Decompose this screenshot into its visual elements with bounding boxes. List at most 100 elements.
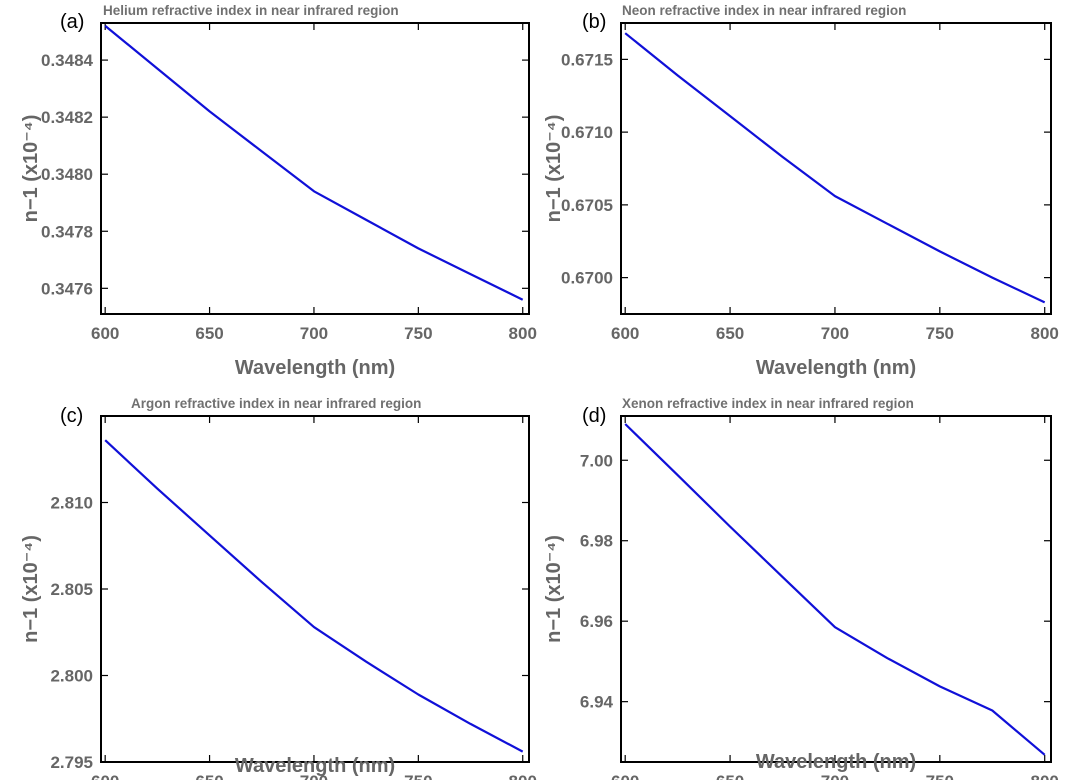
x-tick-label: 700 [300, 772, 328, 780]
data-point [522, 299, 524, 301]
y-tick-label: 0.3484 [41, 51, 94, 70]
y-tick-label: 2.795 [50, 753, 93, 772]
chart-title: Neon refractive index in near infrared r… [622, 3, 906, 18]
data-point [417, 247, 419, 249]
data-point [365, 219, 367, 221]
data-point [1044, 301, 1046, 303]
data-point [677, 474, 679, 476]
y-tick-label: 2.810 [50, 494, 93, 513]
data-point [624, 423, 626, 425]
plot-frame [100, 415, 530, 763]
series-line [104, 439, 524, 753]
data-point [522, 751, 524, 753]
data-point [104, 439, 106, 441]
y-tick-label: 0.6700 [561, 269, 613, 288]
y-tick-label: 7.00 [580, 451, 613, 470]
plot-frame [100, 22, 530, 315]
series-line [624, 423, 1046, 756]
data-point [939, 250, 941, 252]
data-point [470, 273, 472, 275]
x-tick-label: 800 [509, 772, 537, 780]
data-point [313, 626, 315, 628]
y-tick-label: 0.6715 [561, 50, 613, 69]
data-point [470, 723, 472, 725]
x-tick-label: 650 [195, 324, 223, 343]
data-point [886, 223, 888, 225]
panel-label: (b) [582, 11, 606, 33]
data-point [209, 110, 211, 112]
data-point [991, 277, 993, 279]
y-tick-label: 6.96 [580, 612, 613, 631]
x-tick-label: 650 [716, 772, 744, 780]
data-point [261, 581, 263, 583]
x-tick-label: 800 [1031, 772, 1059, 780]
data-point [834, 195, 836, 197]
y-tick-label: 0.3480 [41, 165, 93, 184]
panel-label: (c) [60, 405, 83, 427]
y-tick-label: 0.6705 [561, 196, 613, 215]
data-point [261, 150, 263, 152]
data-point [729, 526, 731, 528]
x-tick-label: 650 [716, 324, 744, 343]
data-point [209, 534, 211, 536]
data-point [313, 190, 315, 192]
chart-title: Argon refractive index in near infrared … [131, 396, 421, 411]
y-axis-label: n−1 (x10⁻⁴) [20, 535, 42, 643]
chart-panel-4: (d) Xenon refractive index in near infrar… [543, 396, 1059, 780]
x-tick-label: 750 [926, 324, 954, 343]
x-tick-label: 600 [91, 772, 119, 780]
x-tick-label: 800 [1031, 324, 1059, 343]
x-tick-label: 750 [404, 324, 432, 343]
chart-title: Helium refractive index in near infrared… [103, 3, 399, 18]
data-point [677, 74, 679, 76]
x-tick-label: 600 [91, 324, 119, 343]
data-point [156, 488, 158, 490]
chart-panel-2: (b) Neon refractive index in near infrare… [543, 3, 1059, 379]
x-axis-label: Wavelength (nm) [235, 357, 395, 379]
x-axis-label: Wavelength (nm) [756, 751, 916, 773]
data-point [417, 694, 419, 696]
chart-panel-1: (a) Helium refractive index in near infra… [20, 3, 537, 379]
y-tick-label: 6.98 [580, 532, 613, 551]
data-point [834, 626, 836, 628]
series-line [624, 32, 1046, 304]
y-axis-label: n−1 (x10⁻⁴) [20, 115, 42, 223]
data-point [991, 710, 993, 712]
data-point [624, 32, 626, 34]
plot-frame [620, 22, 1052, 315]
data-point [104, 25, 106, 27]
data-point [939, 685, 941, 687]
y-tick-label: 0.3476 [41, 279, 93, 298]
x-tick-label: 700 [821, 772, 849, 780]
chart-panel-3: (c) Argon refractive index in near infrar… [20, 396, 537, 780]
x-tick-label: 600 [611, 772, 639, 780]
x-axis-label: Wavelength (nm) [756, 357, 916, 379]
x-tick-label: 750 [926, 772, 954, 780]
y-tick-label: 0.3482 [41, 108, 93, 127]
data-point [782, 576, 784, 578]
data-point [1044, 754, 1046, 756]
panel-label: (a) [60, 11, 84, 33]
x-tick-label: 600 [611, 324, 639, 343]
y-tick-label: 2.800 [50, 667, 93, 686]
x-tick-label: 650 [195, 772, 223, 780]
data-point [886, 657, 888, 659]
y-axis-label: n−1 (x10⁻⁴) [543, 115, 565, 223]
y-tick-label: 0.3478 [41, 222, 93, 241]
y-tick-label: 6.94 [580, 693, 614, 712]
x-tick-label: 750 [404, 772, 432, 780]
y-tick-label: 0.6710 [561, 123, 613, 142]
x-tick-label: 700 [300, 324, 328, 343]
y-tick-label: 2.805 [50, 580, 93, 599]
x-tick-label: 700 [821, 324, 849, 343]
x-axis-label: Wavelength (nm) [235, 755, 395, 777]
data-point [365, 661, 367, 663]
y-axis-label: n−1 (x10⁻⁴) [543, 535, 565, 643]
data-point [782, 156, 784, 158]
data-point [729, 115, 731, 117]
plot-frame [620, 415, 1052, 763]
x-tick-label: 800 [509, 324, 537, 343]
panel-label: (d) [582, 405, 606, 427]
series-line [104, 25, 524, 301]
